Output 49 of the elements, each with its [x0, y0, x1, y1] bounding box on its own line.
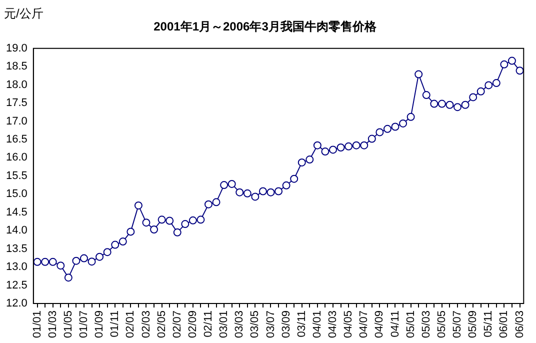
y-tick-label: 14.5 [6, 206, 28, 218]
x-tick-label: 04/07 [358, 310, 370, 338]
x-tick-label: 01/11 [109, 310, 122, 338]
x-tick-label: 05/05 [436, 310, 448, 338]
x-tick-label: 03/05 [249, 310, 262, 338]
y-tick-label: 16.5 [6, 134, 28, 146]
x-tick-label: 04/09 [374, 310, 386, 338]
y-tick-label: 15.0 [6, 188, 28, 200]
x-tick-label: 05/07 [452, 310, 464, 338]
y-axis-title: 元/公斤 [4, 6, 44, 20]
x-tick-label: 05/01 [404, 310, 417, 338]
y-tick-label: 12.5 [6, 279, 28, 292]
y-tick-label: 17.5 [6, 97, 28, 110]
x-tick-label: 05/09 [467, 310, 480, 338]
x-tick-label: 01/01 [31, 310, 44, 338]
x-tick-label: 04/11 [389, 310, 402, 338]
x-tick-label: 04/05 [342, 310, 355, 338]
x-tick-label: 02/05 [156, 310, 168, 338]
y-tick-label: 17.0 [6, 115, 28, 128]
x-tick-label: 03/11 [296, 310, 308, 338]
x-tick-label: 01/03 [46, 310, 59, 338]
x-tick-label: 02/11 [202, 310, 215, 338]
x-tick-label: 03/01 [218, 310, 230, 338]
x-tick-label: 04/03 [327, 310, 340, 338]
y-tick-label: 19.0 [6, 42, 28, 54]
x-tick-label: 02/07 [171, 310, 184, 338]
x-tick-label: 05/03 [420, 310, 432, 338]
chart-title: 2001年1月～2006年3月我国牛肉零售价格 [154, 20, 378, 34]
y-tick-label: 16.0 [6, 152, 28, 164]
x-tick-label: 02/01 [124, 310, 137, 338]
y-tick-label: 18.0 [6, 78, 28, 91]
x-tick-label: 03/07 [264, 310, 277, 338]
y-tick-label: 12.0 [6, 298, 28, 310]
x-tick-label: 02/09 [186, 310, 199, 338]
x-tick-label: 01/09 [94, 310, 106, 338]
x-tick-label: 04/01 [311, 310, 324, 338]
y-tick-label: 13.5 [6, 242, 28, 255]
x-tick-label: 05/11 [482, 310, 495, 338]
x-tick-label: 01/07 [78, 310, 90, 338]
y-tick-label: 15.5 [6, 170, 28, 182]
y-tick-label: 18.5 [6, 60, 28, 73]
x-tick-label: 03/03 [234, 310, 246, 338]
x-tick-label: 06/01 [498, 310, 510, 338]
x-tick-label: 01/05 [62, 310, 74, 338]
x-tick-label: 03/09 [280, 310, 292, 338]
x-tick-label: 06/03 [514, 310, 526, 338]
y-tick-label: 14.0 [6, 224, 28, 237]
y-tick-label: 13.0 [6, 261, 28, 274]
x-tick-label: 02/03 [140, 310, 152, 338]
